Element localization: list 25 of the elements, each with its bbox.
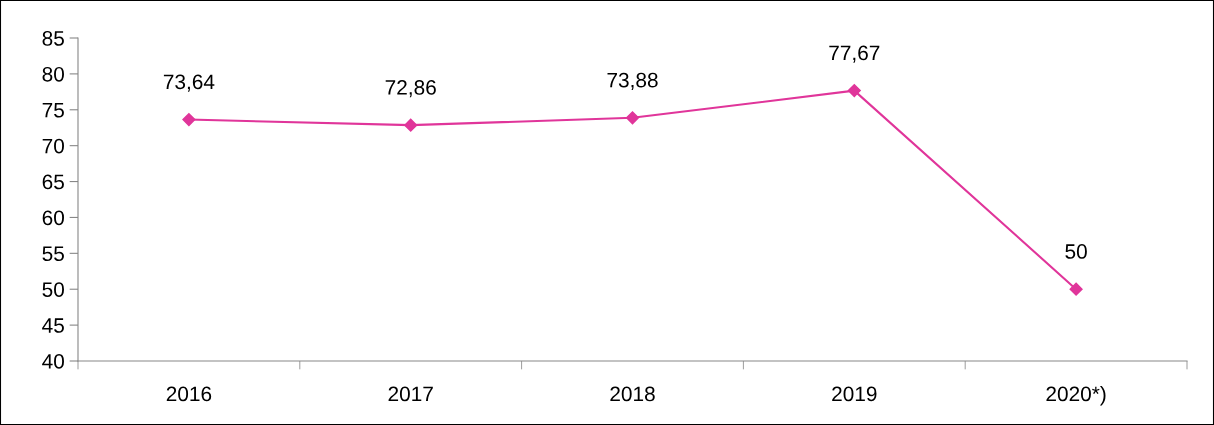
y-tick-label: 50 <box>42 282 64 297</box>
y-tick-label: 65 <box>42 174 64 190</box>
point <box>182 112 196 127</box>
y-tick-label: 80 <box>42 66 64 82</box>
x-tick-label: 2018 <box>610 386 655 402</box>
x-tick-label: 2020*) <box>1046 386 1106 406</box>
y-tick-label: 55 <box>42 246 64 262</box>
point <box>847 84 861 98</box>
point <box>404 118 418 132</box>
data-label: 77,67 <box>829 45 880 63</box>
y-tick-label: 45 <box>42 318 64 333</box>
data-label: 73,88 <box>607 72 658 90</box>
data-label: 73,64 <box>163 74 215 92</box>
y-tick-label: 70 <box>42 138 64 154</box>
x-tick-label: 2019 <box>832 386 877 402</box>
data-label: 72,86 <box>385 80 436 98</box>
y-tick-label: 60 <box>42 210 64 226</box>
y-tick-label: 40 <box>42 354 64 369</box>
y-tick-label: 75 <box>42 102 64 118</box>
x-tick-label: 2017 <box>388 386 433 402</box>
y-tick-label: 85 <box>42 31 64 46</box>
point <box>625 111 640 125</box>
data-label: 50 <box>1065 244 1087 259</box>
x-tick-label: 2016 <box>166 386 212 402</box>
point <box>1069 282 1083 296</box>
